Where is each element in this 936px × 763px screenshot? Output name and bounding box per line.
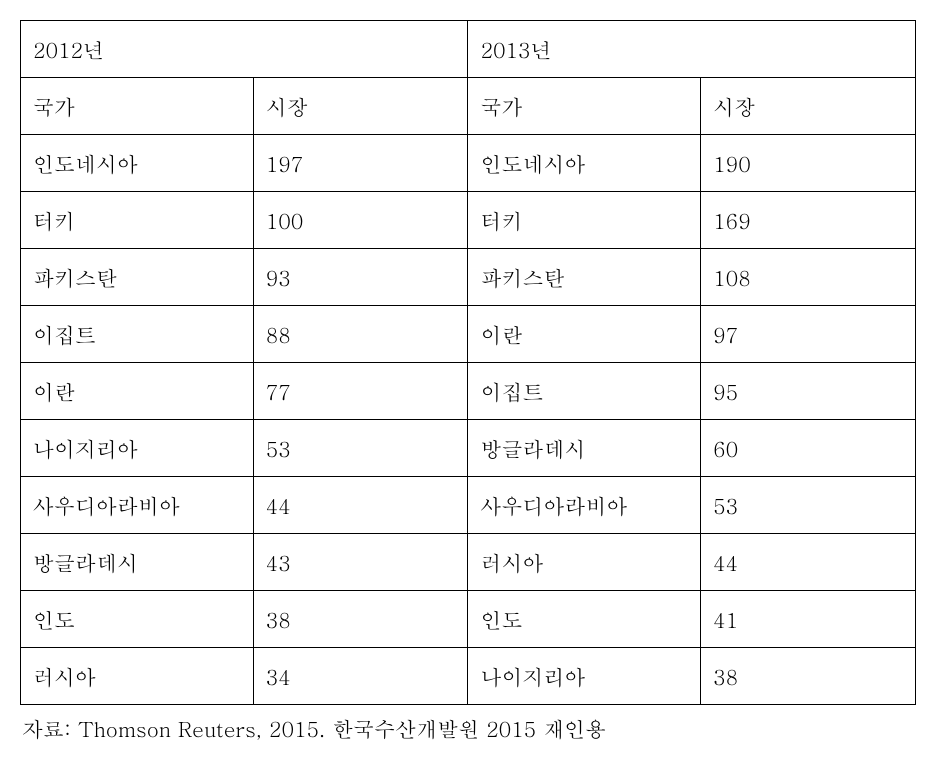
market-right-cell: 38 xyxy=(701,648,916,705)
market-right-cell: 41 xyxy=(701,591,916,648)
country-right-cell: 나이지리아 xyxy=(468,648,701,705)
market-left-cell: 53 xyxy=(253,420,468,477)
market-left-cell: 100 xyxy=(253,192,468,249)
market-right-cell: 95 xyxy=(701,363,916,420)
country-left-cell: 인도네시아 xyxy=(21,135,254,192)
market-left-cell: 93 xyxy=(253,249,468,306)
table-row: 이집트 88 이란 97 xyxy=(21,306,916,363)
country-right-cell: 파키스탄 xyxy=(468,249,701,306)
market-left-cell: 77 xyxy=(253,363,468,420)
table-row: 인도네시아 197 인도네시아 190 xyxy=(21,135,916,192)
table-row: 파키스탄 93 파키스탄 108 xyxy=(21,249,916,306)
market-left-cell: 38 xyxy=(253,591,468,648)
data-table: 2012년 2013년 국가 시장 국가 시장 인도네시아 197 인도네시아 … xyxy=(20,20,916,705)
country-right-cell: 사우디아라비아 xyxy=(468,477,701,534)
market-right-cell: 97 xyxy=(701,306,916,363)
market-left-cell: 34 xyxy=(253,648,468,705)
country-right-header: 국가 xyxy=(468,78,701,135)
table-row: 사우디아라비아 44 사우디아라비아 53 xyxy=(21,477,916,534)
market-right-header: 시장 xyxy=(701,78,916,135)
country-left-cell: 터키 xyxy=(21,192,254,249)
market-right-cell: 190 xyxy=(701,135,916,192)
table-row: 인도 38 인도 41 xyxy=(21,591,916,648)
country-right-cell: 이집트 xyxy=(468,363,701,420)
table-row: 러시아 34 나이지리아 38 xyxy=(21,648,916,705)
market-left-header: 시장 xyxy=(253,78,468,135)
column-header-row: 국가 시장 국가 시장 xyxy=(21,78,916,135)
year-left-header: 2012년 xyxy=(21,21,468,78)
table-body: 2012년 2013년 국가 시장 국가 시장 인도네시아 197 인도네시아 … xyxy=(21,21,916,705)
market-right-cell: 53 xyxy=(701,477,916,534)
country-left-cell: 이집트 xyxy=(21,306,254,363)
market-left-cell: 88 xyxy=(253,306,468,363)
table-row: 나이지리아 53 방글라데시 60 xyxy=(21,420,916,477)
country-right-cell: 러시아 xyxy=(468,534,701,591)
source-footnote: 자료: Thomson Reuters, 2015. 한국수산개발원 2015 … xyxy=(20,705,916,743)
table-row: 방글라데시 43 러시아 44 xyxy=(21,534,916,591)
market-left-cell: 44 xyxy=(253,477,468,534)
table-row: 이란 77 이집트 95 xyxy=(21,363,916,420)
country-left-cell: 이란 xyxy=(21,363,254,420)
country-right-cell: 방글라데시 xyxy=(468,420,701,477)
country-right-cell: 인도 xyxy=(468,591,701,648)
country-left-cell: 나이지리아 xyxy=(21,420,254,477)
market-left-cell: 43 xyxy=(253,534,468,591)
country-left-header: 국가 xyxy=(21,78,254,135)
country-left-cell: 러시아 xyxy=(21,648,254,705)
market-left-cell: 197 xyxy=(253,135,468,192)
country-left-cell: 인도 xyxy=(21,591,254,648)
market-right-cell: 108 xyxy=(701,249,916,306)
table-row: 터키 100 터키 169 xyxy=(21,192,916,249)
market-right-cell: 60 xyxy=(701,420,916,477)
year-header-row: 2012년 2013년 xyxy=(21,21,916,78)
year-right-header: 2013년 xyxy=(468,21,916,78)
country-left-cell: 방글라데시 xyxy=(21,534,254,591)
country-right-cell: 이란 xyxy=(468,306,701,363)
country-right-cell: 인도네시아 xyxy=(468,135,701,192)
table-container: 2012년 2013년 국가 시장 국가 시장 인도네시아 197 인도네시아 … xyxy=(20,20,916,743)
market-right-cell: 44 xyxy=(701,534,916,591)
market-right-cell: 169 xyxy=(701,192,916,249)
country-left-cell: 파키스탄 xyxy=(21,249,254,306)
country-right-cell: 터키 xyxy=(468,192,701,249)
country-left-cell: 사우디아라비아 xyxy=(21,477,254,534)
